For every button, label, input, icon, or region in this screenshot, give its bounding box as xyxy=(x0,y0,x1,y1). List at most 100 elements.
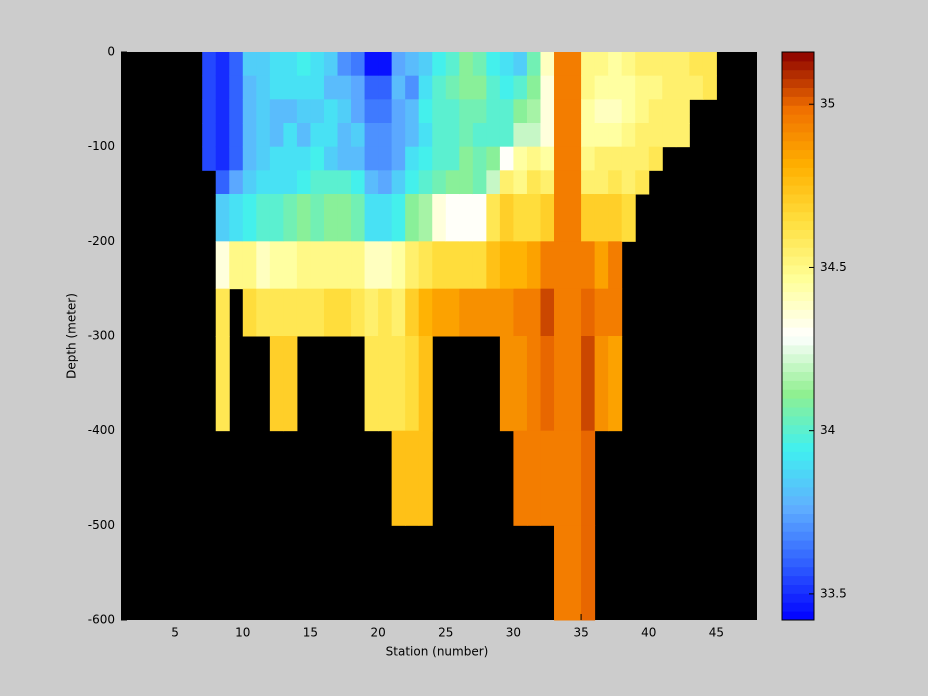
heatmap-cell xyxy=(269,170,284,195)
colorbar-frame xyxy=(781,51,815,621)
heatmap-cell xyxy=(418,430,433,526)
colorbar-swatch xyxy=(782,149,814,159)
heatmap-cell xyxy=(351,52,366,77)
y-tick-label: 0 xyxy=(107,45,115,59)
heatmap-cell xyxy=(499,241,514,290)
heatmap-cell xyxy=(689,52,704,77)
heatmap-cell xyxy=(472,241,487,290)
colorbar-swatch xyxy=(782,60,814,71)
heatmap-cell xyxy=(554,99,569,124)
heatmap-cell xyxy=(567,123,582,148)
heatmap-cell xyxy=(364,123,379,148)
heatmap-cell xyxy=(337,99,352,124)
heatmap-cell xyxy=(567,146,582,171)
heatmap-cell xyxy=(499,194,514,242)
heatmap-cell xyxy=(445,194,460,242)
heatmap-cell xyxy=(229,241,244,290)
heatmap-cell xyxy=(581,170,596,195)
heatmap-cell xyxy=(351,288,366,337)
heatmap-cell xyxy=(337,123,352,148)
heatmap-cell xyxy=(229,99,244,124)
heatmap-cell xyxy=(310,288,325,337)
heatmap-cell xyxy=(364,99,379,124)
heatmap-cell xyxy=(269,336,284,432)
heatmap-cell xyxy=(540,146,555,171)
heatmap-cell xyxy=(635,146,650,171)
colorbar-swatch xyxy=(782,256,814,266)
heatmap-cell xyxy=(229,123,244,148)
heatmap-cell xyxy=(323,52,339,77)
heatmap-cell xyxy=(351,75,366,100)
heatmap-cell xyxy=(702,75,717,100)
heatmap-cell xyxy=(526,99,541,124)
colorbar-tick-label: 35 xyxy=(820,97,835,111)
y-tick-label: -300 xyxy=(88,329,115,343)
heatmap-cell xyxy=(513,146,528,171)
heatmap-cell xyxy=(594,99,609,124)
heatmap-cell xyxy=(256,52,271,77)
heatmap-cell xyxy=(256,194,271,242)
heatmap-cell xyxy=(364,241,379,290)
heatmap-cell xyxy=(405,336,420,432)
heatmap-cell xyxy=(513,430,528,526)
heatmap-cell xyxy=(445,123,460,148)
colorbar-swatch xyxy=(782,229,814,239)
heatmap-cell xyxy=(296,146,311,171)
heatmap-cell xyxy=(283,123,298,148)
heatmap-cell xyxy=(635,99,650,124)
heatmap-cell xyxy=(459,75,474,100)
heatmap-cell xyxy=(472,146,487,171)
heatmap-cell xyxy=(581,336,596,432)
heatmap-cell xyxy=(567,99,582,124)
heatmap-cell xyxy=(202,123,217,148)
heatmap-cell xyxy=(378,194,393,242)
colorbar-tick-label: 34.5 xyxy=(820,260,847,274)
heatmap-cell xyxy=(242,146,257,171)
heatmap-cell xyxy=(554,170,569,195)
colorbar-swatch xyxy=(782,131,814,142)
heatmap-cell xyxy=(391,146,406,171)
colorbar-swatch xyxy=(782,52,814,62)
heatmap-cell xyxy=(621,99,636,124)
heatmap-cell xyxy=(526,170,541,195)
heatmap-cell xyxy=(635,170,650,195)
x-tick-label: 20 xyxy=(370,626,385,640)
heatmap-cell xyxy=(242,170,257,195)
heatmap-cell xyxy=(526,75,541,100)
heatmap-cell xyxy=(364,146,379,171)
heatmap-cell xyxy=(323,146,339,171)
heatmap-cell xyxy=(608,52,623,77)
colorbar-swatch xyxy=(782,380,814,390)
y-tick-label: -100 xyxy=(88,139,115,153)
heatmap-cell xyxy=(296,75,311,100)
heatmap-cell xyxy=(215,99,230,124)
heatmap-cell xyxy=(608,123,623,148)
colorbar-swatch xyxy=(782,176,814,186)
heatmap-cell xyxy=(202,52,217,77)
heatmap-cell xyxy=(296,241,311,290)
heatmap-cell xyxy=(567,288,582,337)
heatmap-cell xyxy=(594,241,609,290)
colorbar-swatch xyxy=(782,220,814,230)
heatmap-cell xyxy=(608,241,623,290)
heatmap-cell xyxy=(499,75,514,100)
heatmap-cell xyxy=(323,99,339,124)
colorbar-swatch xyxy=(782,460,814,470)
heatmap-cell xyxy=(256,99,271,124)
heatmap-cell xyxy=(540,288,555,337)
heatmap-cell xyxy=(486,170,501,195)
heatmap-cell xyxy=(554,288,569,337)
heatmap-cell xyxy=(337,170,352,195)
heatmap-cell xyxy=(459,123,474,148)
colorbar-swatch xyxy=(782,442,814,452)
heatmap-cell xyxy=(323,288,339,337)
colorbar-swatch xyxy=(782,486,814,497)
heatmap-cell xyxy=(337,288,352,337)
heatmap-cell xyxy=(418,288,433,337)
y-tick-label: -600 xyxy=(88,613,115,627)
heatmap-cell xyxy=(526,123,541,148)
heatmap-cell xyxy=(432,52,447,77)
heatmap-cell xyxy=(310,52,325,77)
heatmap-cell xyxy=(594,336,609,432)
